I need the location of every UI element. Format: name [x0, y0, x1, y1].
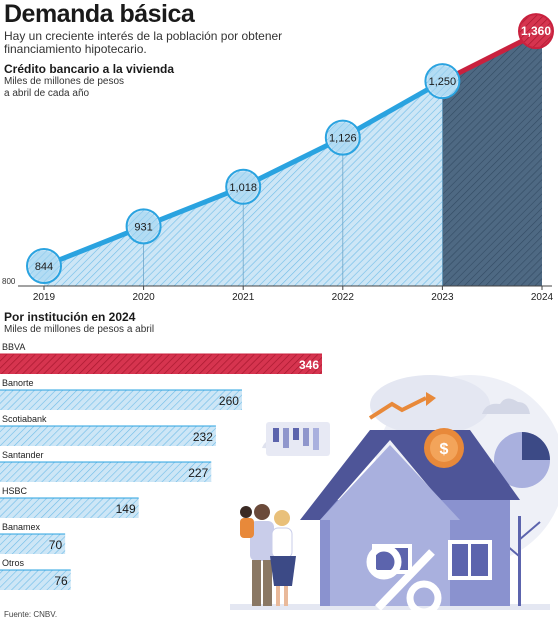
svg-text:$: $ [440, 441, 449, 458]
bar-chart-title: Por institución en 2024 [4, 310, 136, 324]
bar-category-label: HSBC [2, 486, 28, 496]
bar-value-label: 232 [193, 430, 213, 444]
bar [0, 534, 66, 554]
data-label: 1,018 [229, 182, 257, 194]
bar [0, 570, 71, 590]
x-tick-label: 2021 [232, 292, 255, 303]
bar-category-label: BBVA [2, 342, 25, 352]
page-title: Demanda básica [4, 0, 195, 28]
x-tick-label: 2019 [33, 292, 56, 303]
x-tick-label: 2023 [431, 292, 454, 303]
source-note: Fuente: CNBV. [4, 610, 58, 619]
bar-category-label: Santander [2, 450, 44, 460]
bar-value-label: 70 [49, 538, 63, 552]
x-tick-label: 2020 [132, 292, 155, 303]
area-fill-highlight [442, 31, 542, 286]
bar [0, 354, 322, 374]
data-label: 1,126 [329, 133, 357, 145]
data-label: 1,360 [521, 24, 551, 38]
bar [0, 426, 216, 446]
page-subtitle: Hay un creciente interés de la población… [4, 29, 283, 56]
x-tick-label: 2022 [332, 292, 355, 303]
line-chart-title: Crédito bancario a la vivienda [4, 62, 175, 76]
bar-category-label: Banamex [2, 522, 41, 532]
bar-value-label: 227 [188, 466, 208, 480]
data-label: 844 [35, 261, 53, 273]
data-label: 931 [134, 221, 152, 233]
x-tick-label: 2024 [531, 292, 554, 303]
y-axis-label: 800 [2, 277, 16, 286]
bar-value-label: 260 [219, 394, 239, 408]
bar-category-label: Scotiabank [2, 414, 47, 424]
data-label: 1,250 [429, 76, 457, 88]
bar-value-label: 76 [54, 574, 68, 588]
cloud-icon [482, 398, 530, 414]
line-chart-unit-1: Miles de millones de pesos [4, 76, 125, 87]
bar-chart-unit: Miles de millones de pesos a abril [4, 324, 155, 335]
bar-category-label: Otros [2, 558, 25, 568]
line-chart-unit-2: a abril de cada año [4, 88, 90, 99]
bar-category-label: Banorte [2, 378, 34, 388]
trend-arrow-icon [368, 396, 427, 420]
bar [0, 498, 139, 518]
percent-icon [366, 544, 442, 616]
family-figures [240, 504, 296, 606]
bar-value-label: 346 [299, 358, 319, 372]
bar [0, 462, 212, 482]
data-point [518, 13, 554, 50]
bar [0, 390, 242, 410]
bar-value-label: 149 [116, 502, 136, 516]
